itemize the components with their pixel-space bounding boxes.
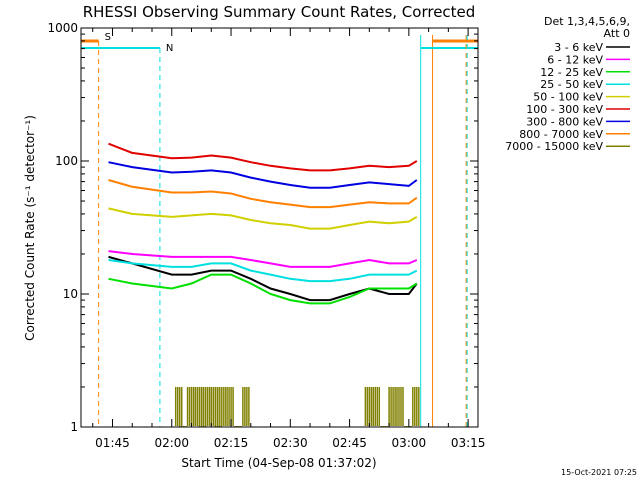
x-tick-label: 03:00: [392, 436, 427, 450]
series-line-100-300-kev: [108, 142, 418, 172]
x-tick-label: 02:30: [273, 436, 308, 450]
y-tick-label: 1000: [47, 21, 78, 35]
series-line-300-800-kev: [108, 161, 418, 189]
series-line-25-50-kev: [108, 259, 418, 283]
legend-entry-label: 25 - 50 keV: [540, 78, 603, 91]
x-tick-label: 03:15: [451, 436, 486, 450]
plot-frame: [80, 27, 479, 428]
x-axis-label: Start Time (04-Sep-08 01:37:02): [181, 456, 376, 470]
series-line-12-25-kev: [108, 273, 418, 305]
series-line-6-12-kev: [108, 250, 418, 268]
legend-entry-label: 50 - 100 keV: [533, 91, 603, 104]
y-tick-label: 1: [70, 420, 78, 434]
plot-layer: SN: [81, 32, 478, 427]
series-line-3-6-kev: [108, 255, 418, 302]
y-axis: 1 10 100 1000: [47, 21, 478, 434]
legend-entry-label: 100 - 300 keV: [526, 103, 603, 116]
series-line-800-7000-kev: [108, 179, 418, 209]
chart-title: RHESSI Observing Summary Count Rates, Co…: [83, 3, 476, 21]
series-line-50-100-kev: [108, 207, 418, 230]
legend-entry-label: 12 - 25 keV: [540, 66, 603, 79]
legend-entry-label: 300 - 800 keV: [526, 115, 603, 128]
y-axis-label: Corrected Count Rate (s⁻¹ detector⁻¹): [23, 115, 37, 341]
x-tick-label: 02:15: [214, 436, 249, 450]
legend-entry-label: 3 - 6 keV: [554, 41, 603, 54]
legend-header-line1: Det 1,3,4,5,6,9,: [544, 15, 630, 28]
y-tick-label: 10: [63, 287, 78, 301]
legend-entry-label: 6 - 12 keV: [547, 53, 603, 66]
legend-header-line2: Att 0: [604, 27, 630, 40]
footer-date: 15-Oct-2021 07:25: [561, 468, 637, 477]
annotation-label: N: [166, 43, 173, 54]
y-tick-label: 100: [55, 154, 78, 168]
legend-entry-label: 800 - 7000 keV: [519, 128, 603, 141]
x-tick-label: 01:45: [95, 436, 130, 450]
legend-entry-label: 7000 - 15000 keV: [505, 140, 603, 153]
x-tick-label: 02:00: [154, 436, 189, 450]
annotation-label: S: [105, 32, 111, 43]
x-tick-label: 02:45: [332, 436, 367, 450]
x-axis: 01:45 02:00 02:15 02:30 02:45 03:00 03:15: [92, 28, 486, 450]
